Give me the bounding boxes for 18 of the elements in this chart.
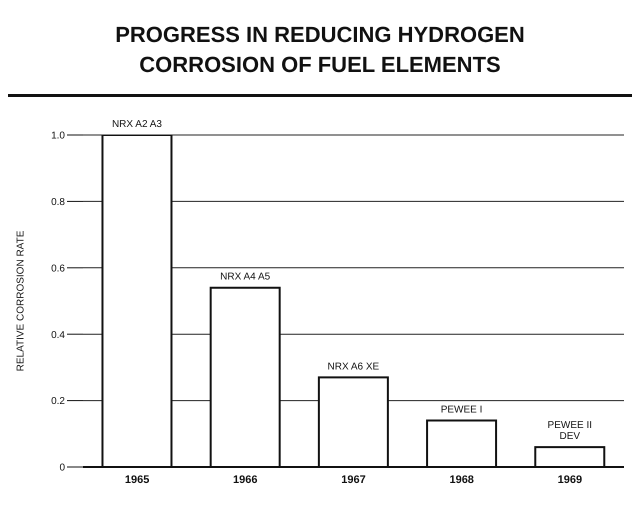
y-tick-label: 0.6 [51, 263, 66, 274]
y-axis-title: RELATIVE CORROSION RATE [16, 230, 27, 372]
annotation: NRX A4 A5 [220, 272, 271, 283]
chart-title: PROGRESS IN REDUCING HYDROGEN CORROSION OF FUEL ELEMENTS [114, 21, 526, 79]
annotation: PEWEE I [440, 404, 482, 416]
y-tick-label: 0.8 [51, 196, 66, 208]
x-tick-label: 1968 [449, 474, 474, 486]
x-tick-label: 1969 [558, 474, 582, 486]
x-tick-label: 1966 [233, 474, 258, 486]
x-tick-label: 1965 [124, 474, 150, 486]
x-tick-label: 1967 [341, 474, 366, 486]
annotation: NRX A6 XE [328, 361, 380, 372]
y-tick-label: 1.0 [51, 130, 66, 142]
y-tick-label: 0.4 [51, 330, 66, 341]
y-tick-label: 0.2 [51, 396, 66, 408]
annotation: NRX A2 A3 [112, 119, 162, 130]
y-tick-label: 0 [59, 462, 66, 474]
annotation: PEWEE II DEV [548, 420, 592, 442]
